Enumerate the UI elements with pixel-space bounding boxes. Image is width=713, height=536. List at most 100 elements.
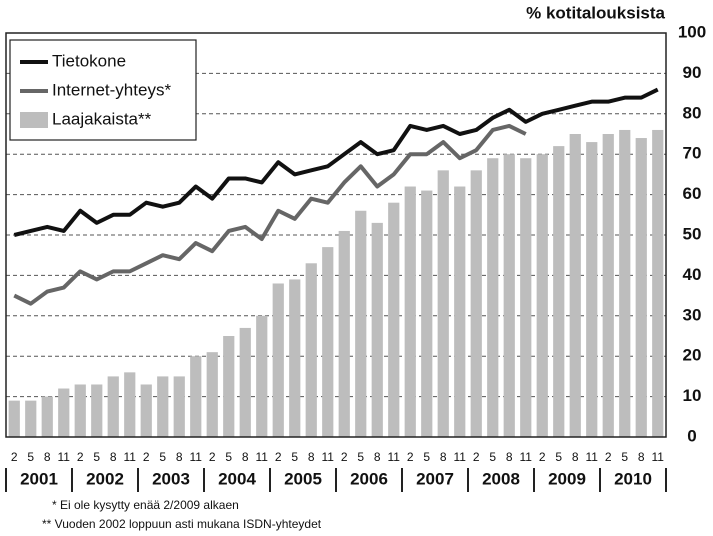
bar: [91, 384, 103, 437]
bar: [569, 134, 581, 437]
y-tick-label: 80: [683, 103, 702, 122]
year-label: 2002: [86, 469, 124, 488]
x-tick-label: 11: [454, 450, 467, 464]
bar: [602, 134, 614, 437]
year-label: 2003: [152, 469, 190, 488]
x-tick-label: 2: [143, 450, 150, 464]
x-tick-label: 5: [93, 450, 100, 464]
x-tick-label: 11: [388, 450, 401, 464]
x-tick-label: 2: [407, 450, 414, 464]
x-tick-label: 2: [209, 450, 216, 464]
year-label: 2009: [548, 469, 586, 488]
year-label: 2008: [482, 469, 520, 488]
bar: [58, 388, 70, 437]
x-tick-label: 2: [275, 450, 282, 464]
x-tick-label: 5: [489, 450, 496, 464]
footnote: ** Vuoden 2002 loppuun asti mukana ISDN-…: [42, 517, 322, 531]
line: [13, 123, 527, 306]
x-tick-label: 8: [44, 450, 51, 464]
line: [13, 87, 659, 237]
x-tick-label: 2: [473, 450, 480, 464]
x-tick-label: 11: [124, 450, 137, 464]
x-tick-label: 8: [638, 450, 645, 464]
bar: [338, 230, 350, 437]
x-tick-label: 11: [256, 450, 269, 464]
bar: [289, 279, 301, 437]
year-label: 2004: [218, 469, 256, 488]
y-tick-label: 0: [687, 426, 696, 445]
bar: [503, 154, 515, 437]
y-tick-label: 20: [683, 346, 702, 365]
bar: [41, 396, 53, 437]
x-tick-label: 11: [586, 450, 599, 464]
bar: [404, 186, 416, 437]
bar: [520, 158, 532, 438]
bar: [454, 186, 466, 437]
year-label: 2010: [614, 469, 652, 488]
bar: [256, 315, 268, 437]
x-tick-label: 11: [520, 450, 533, 464]
x-tick-label: 2: [605, 450, 612, 464]
y-tick-label: 60: [683, 184, 702, 203]
bar: [223, 336, 235, 437]
y-tick-label: 50: [683, 224, 702, 243]
y-tick-label: 40: [683, 265, 702, 284]
x-tick-label: 11: [58, 450, 71, 464]
bar: [322, 247, 334, 437]
x-tick-label: 5: [27, 450, 34, 464]
bar: [107, 376, 119, 437]
bar: [305, 263, 317, 437]
bar: [635, 138, 647, 438]
year-label: 2001: [20, 469, 58, 488]
x-tick-label: 11: [190, 450, 203, 464]
bar: [206, 352, 218, 437]
y-tick-label: 30: [683, 305, 702, 324]
x-tick-label: 5: [621, 450, 628, 464]
x-tick-label: 2: [77, 450, 84, 464]
bar: [553, 146, 565, 437]
x-tick-label: 8: [176, 450, 183, 464]
y-tick-label: 10: [683, 386, 702, 405]
legend-label: Laajakaista**: [52, 109, 152, 128]
x-tick-label: 5: [225, 450, 232, 464]
x-tick-label: 5: [555, 450, 562, 464]
x-tick-label: 2: [11, 450, 18, 464]
plot-frame: [5, 32, 667, 438]
legend-swatch: [20, 112, 48, 128]
x-tick-label: 8: [110, 450, 117, 464]
bar: [239, 327, 251, 437]
x-tick-label: 8: [572, 450, 579, 464]
bar: [470, 170, 482, 438]
bar: [190, 356, 202, 437]
bar: [74, 384, 86, 437]
y-axis-label: % kotitalouksista: [526, 3, 665, 22]
x-tick-label: 8: [440, 450, 447, 464]
x-tick-label: 2: [539, 450, 546, 464]
bar: [272, 283, 284, 437]
year-label: 2006: [350, 469, 388, 488]
x-tick-label: 8: [506, 450, 513, 464]
bar: [124, 372, 136, 437]
bar: [652, 129, 664, 437]
bar: [140, 384, 152, 437]
x-tick-label: 8: [308, 450, 315, 464]
bar: [487, 158, 499, 438]
bar: [536, 154, 548, 437]
x-tick-label: 11: [652, 450, 665, 464]
x-tick-label: 5: [159, 450, 166, 464]
bar: [355, 210, 367, 437]
year-label: 2005: [284, 469, 322, 488]
bar: [8, 400, 20, 437]
bar: [437, 170, 449, 438]
y-tick-label: 70: [683, 144, 702, 163]
bar: [157, 376, 169, 437]
bar: [586, 142, 598, 437]
x-tick-label: 5: [357, 450, 364, 464]
bar: [25, 400, 37, 437]
x-tick-label: 8: [242, 450, 249, 464]
x-tick-label: 11: [322, 450, 335, 464]
x-tick-label: 5: [423, 450, 430, 464]
bar: [388, 202, 400, 437]
x-tick-label: 5: [291, 450, 298, 464]
